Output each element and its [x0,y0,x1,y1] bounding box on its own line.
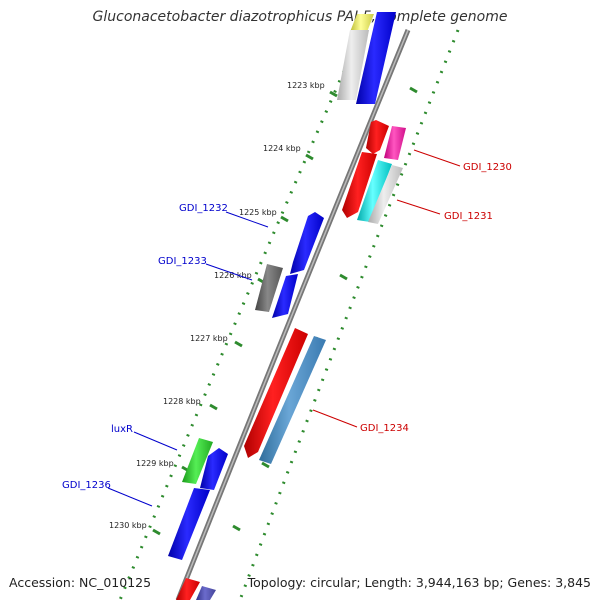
gene-gdi-1231[interactable] [357,160,392,222]
leader-gdi-1230 [413,149,461,167]
tick-label-1223: 1223 kbp [287,81,325,90]
gene-luxr-blue[interactable] [200,448,228,490]
gene-bottom-slate[interactable] [196,586,216,600]
label-gdi-1234[interactable]: GDI_1234 [360,423,409,434]
gene-gdi-1234[interactable] [244,328,308,458]
tick-label-1224: 1224 kbp [263,144,301,153]
scale-track-left [118,29,364,600]
gene-bottom-red[interactable] [176,578,200,600]
tick-label-1229: 1229 kbp [136,459,174,468]
gene-red-2[interactable] [342,152,377,218]
tick-label-1226: 1226 kbp [214,271,252,280]
tick-label-1227: 1227 kbp [190,334,228,343]
leader-luxr [133,431,178,451]
accession-text: Accession: NC_010125 [9,575,152,590]
leader-gdi-1232 [225,211,269,228]
gene-gdi-1232[interactable] [290,212,324,274]
label-gdi-1231[interactable]: GDI_1231 [444,211,493,222]
gene-steel-1234[interactable] [259,336,326,464]
gene-luxr[interactable] [182,438,213,484]
leader-gdi-1236 [107,487,153,507]
gene-red-1[interactable] [366,120,389,154]
gene-light-2[interactable] [368,165,403,224]
tick-label-1225: 1225 kbp [239,208,277,217]
leader-gdi-1233 [205,263,253,281]
map-title: Gluconacetobacter diazotrophicus PAI 5, … [92,9,508,25]
label-luxr[interactable]: luxR [111,424,133,435]
genome-backbone-highlight [177,29,409,600]
gene-gdi-1236[interactable] [168,488,210,560]
gene-gdi-1230[interactable] [384,126,406,160]
leader-gdi-1234 [312,409,358,428]
label-gdi-1236[interactable]: GDI_1236 [62,480,111,491]
scale-track-right [238,29,460,600]
label-gdi-1233[interactable]: GDI_1233 [158,256,207,267]
gene-top-light[interactable] [337,30,369,100]
gene-top-blue[interactable] [356,12,396,104]
tick-label-1228: 1228 kbp [163,397,201,406]
gene-top-yellow[interactable] [350,14,374,32]
gene-gdi-1233-grey[interactable] [255,264,283,312]
leader-gdi-1231 [396,199,441,215]
label-gdi-1232[interactable]: GDI_1232 [179,203,228,214]
tick-label-1230: 1230 kbp [109,521,147,530]
gene-gdi-1233[interactable] [272,274,298,318]
topology-summary: Topology: circular; Length: 3,944,163 bp… [247,575,591,590]
label-gdi-1230[interactable]: GDI_1230 [463,162,512,173]
